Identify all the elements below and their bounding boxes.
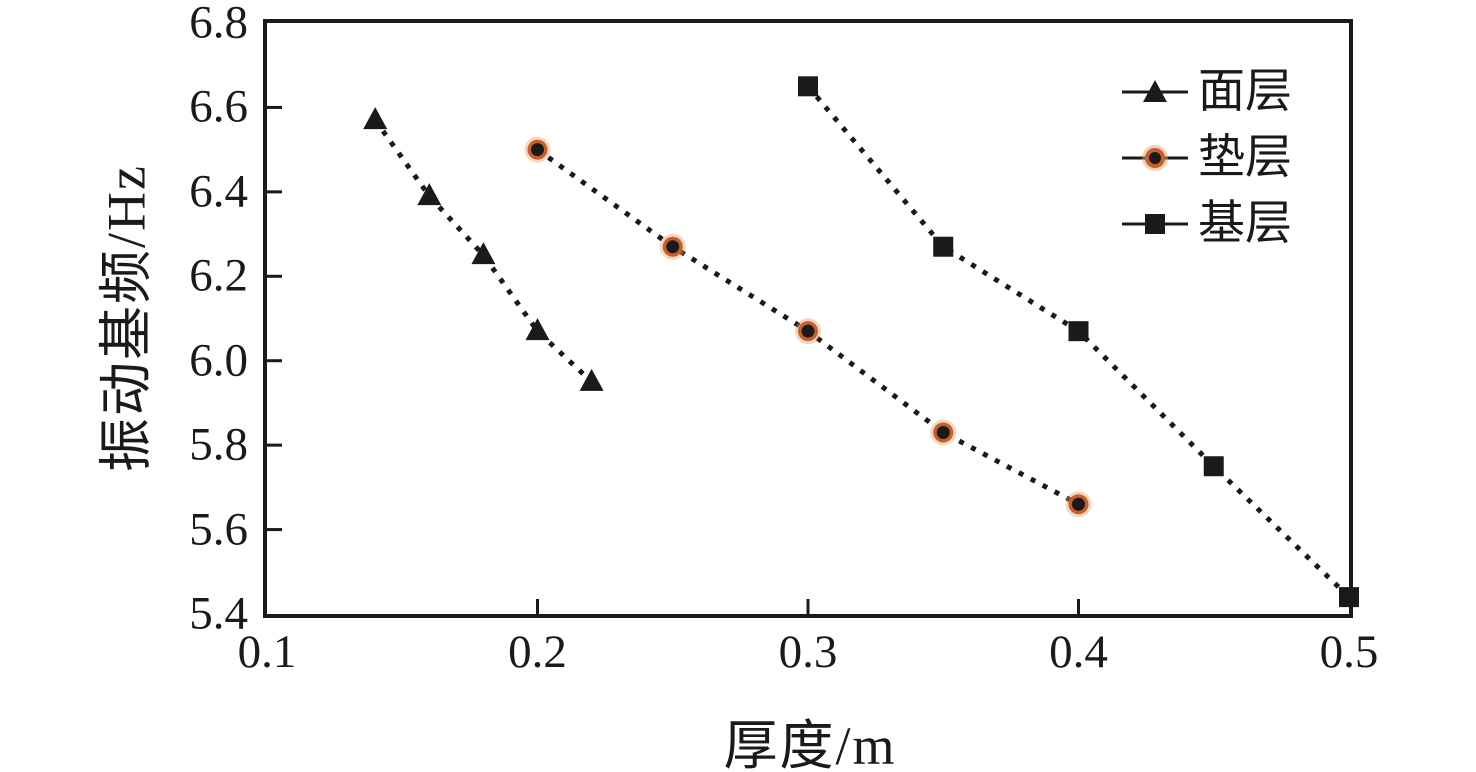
y-axis-title: 振动基频/Hz [96,164,157,472]
x-tick-label: 0.2 [508,626,567,678]
legend-label-cushion-layer: 垫层 [1198,131,1292,184]
data-point-square [798,76,818,97]
y-tick-label: 6.6 [189,80,248,133]
legend: 面层 垫层 基层 [1122,66,1292,250]
data-point-circle [1072,497,1085,511]
x-tick-label: 0.1 [237,626,297,678]
data-point-triangle [525,318,550,341]
data-point-circle [666,240,680,254]
y-tick-label: 6.8 [189,0,248,49]
data-point-square [1068,321,1089,342]
legend-circle-marker-icon [1122,145,1188,171]
data-point-square [1203,456,1224,477]
x-axis-title: 厚度/m [723,716,897,772]
x-tick-label: 0.4 [1049,626,1108,678]
x-tick-label: 0.5 [1319,626,1379,678]
legend-label-surface-layer: 面层 [1198,65,1292,118]
y-tick-label: 5.6 [189,503,248,556]
plot-area: 面层 垫层 基层 [263,19,1359,618]
data-point-triangle [417,183,442,206]
data-point-triangle [363,107,388,130]
legend-item-base-layer: 基层 [1122,198,1292,250]
y-tick-label: 5.4 [189,587,248,640]
legend-item-cushion-layer: 垫层 [1122,132,1292,184]
data-point-square [933,236,954,257]
data-point-triangle [471,242,496,265]
legend-square-marker-icon [1122,214,1188,234]
data-point-circle [936,425,950,439]
data-point-triangle [579,368,604,391]
x-tick-label: 0.3 [778,626,838,678]
legend-triangle-marker-icon [1122,80,1188,102]
plot-canvas [267,76,1359,614]
data-point-square [1339,587,1359,608]
legend-label-base-layer: 基层 [1198,197,1292,250]
data-point-circle [801,324,815,338]
data-point-circle [531,143,544,157]
legend-item-surface-layer: 面层 [1122,66,1292,118]
